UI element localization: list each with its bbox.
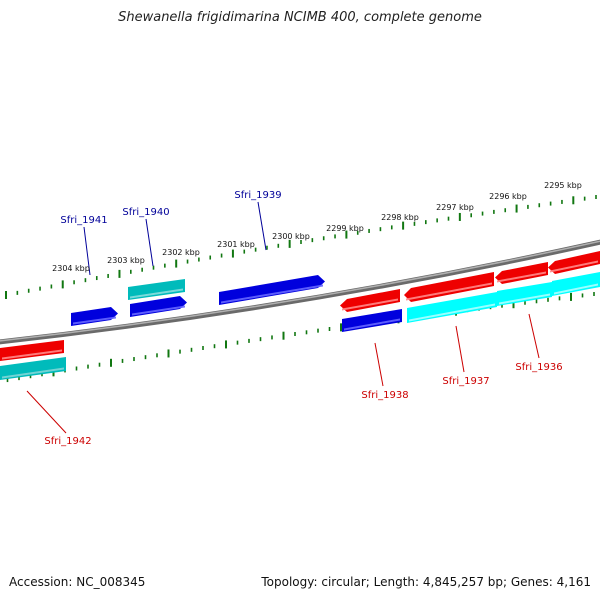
cds-sfri-1937 <box>407 292 497 323</box>
gene-label-sfri-1941[interactable]: Sfri_1941 <box>60 215 107 226</box>
callout-line <box>528 313 540 359</box>
backbone-line <box>0 239 600 345</box>
gene-sfri-1936 <box>495 262 548 284</box>
callout-line <box>26 390 67 434</box>
scale-label: 2298 kbp <box>381 213 419 222</box>
scale-label: 2297 kbp <box>436 203 474 212</box>
scale-label: 2295 kbp <box>544 181 582 190</box>
backbone <box>0 239 600 345</box>
cds-next <box>552 272 600 296</box>
gene-label-sfri-1937[interactable]: Sfri_1937 <box>442 376 489 387</box>
map-title: Shewanella frigidimarina NCIMB 400, comp… <box>118 10 482 25</box>
gene-sfri-1937 <box>404 272 494 302</box>
scale-label-layer: 2295 kbp 2296 kbp 2297 kbp 2298 kbp 2299 kbp… <box>52 181 582 273</box>
cds-sfri-1942 <box>0 357 66 380</box>
accession-text: Accession: NC_008345 <box>9 575 146 589</box>
callout-line <box>257 201 267 251</box>
callout-line <box>455 325 465 373</box>
gene-label-sfri-1936[interactable]: Sfri_1936 <box>515 362 562 373</box>
callout-line <box>145 218 154 267</box>
gene-sfri-1941 <box>71 307 118 326</box>
scale-ticks-bottom <box>6 292 595 383</box>
scale-ticks-top <box>5 195 597 299</box>
gene-sfri-1938 <box>342 309 402 332</box>
backbone-highlight <box>0 240 600 342</box>
scale-label: 2296 kbp <box>489 192 527 201</box>
feature-layer <box>0 251 600 380</box>
gene-sfri-1940 <box>130 296 187 317</box>
scale-label: 2301 kbp <box>217 240 255 249</box>
cds-sfri-1940 <box>128 279 185 300</box>
callout-layer: Sfri_1936 Sfri_1937 Sfri_1938 Sfri_1939 Sfri… <box>26 190 563 447</box>
topology-text: Topology: circular; Length: 4,845,257 bp… <box>261 575 591 589</box>
gene-label-sfri-1940[interactable]: Sfri_1940 <box>122 207 169 218</box>
gene-sfri-1939 <box>219 275 325 305</box>
gene-sfri-1942 <box>0 340 64 361</box>
callout-line <box>374 342 384 387</box>
gene-label-sfri-1942[interactable]: Sfri_1942 <box>44 436 91 447</box>
scale-label: 2304 kbp <box>52 264 90 273</box>
gene-label-sfri-1938[interactable]: Sfri_1938 <box>361 390 408 401</box>
scale-label: 2303 kbp <box>107 256 145 265</box>
callout-line <box>83 226 91 276</box>
scale-label: 2302 kbp <box>162 248 200 257</box>
scale-label: 2299 kbp <box>326 224 364 233</box>
gene-sfri-1938-red <box>340 289 400 312</box>
gene-next <box>548 251 600 274</box>
gene-label-sfri-1939[interactable]: Sfri_1939 <box>234 190 281 201</box>
cds-sfri-1936 <box>497 282 552 306</box>
scale-label: 2300 kbp <box>272 232 310 241</box>
